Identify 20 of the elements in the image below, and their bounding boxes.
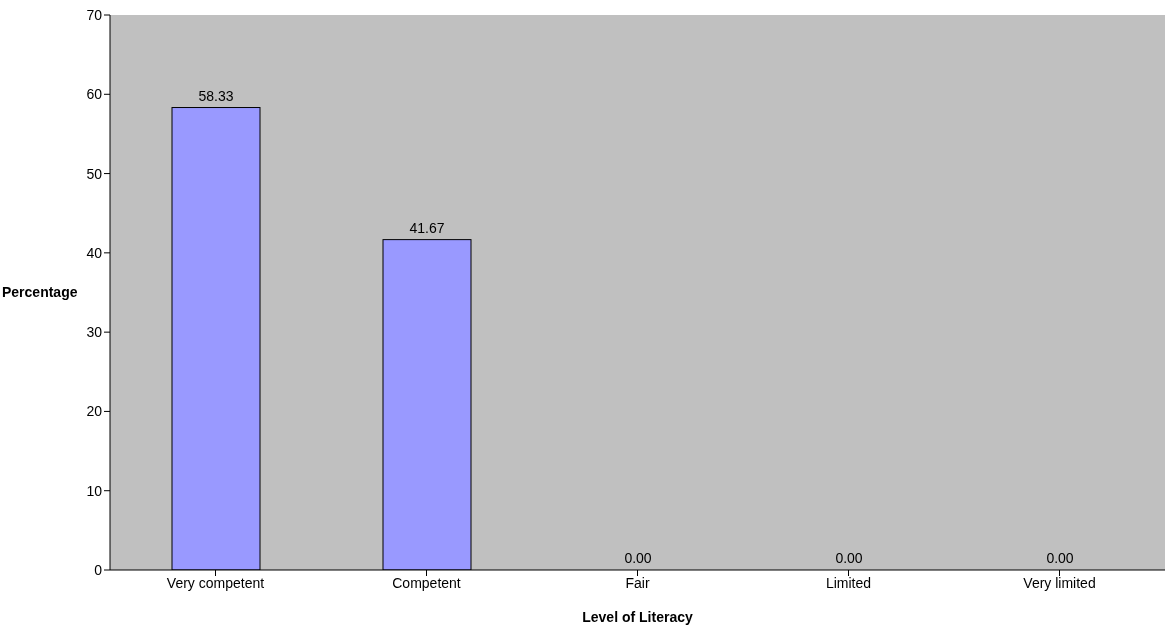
y-tick-label: 30 [86,324,103,341]
x-tick-label: Very competent [166,574,265,591]
y-tick-label: 70 [86,6,103,23]
x-tick-label: Limited [825,574,872,591]
y-tick-label: 50 [86,165,103,182]
y-tick-label: 60 [86,86,103,103]
x-axis-title: Level of Literacy [582,609,693,625]
data-label: 58.33 [198,87,234,104]
x-tick-label: Fair [625,574,650,591]
y-tick-label: 0 [94,561,103,578]
data-label: 0.00 [835,550,863,566]
x-tick-label: Competent [392,574,461,591]
data-label: 0.00 [624,550,652,566]
y-tick-label: 10 [86,482,103,499]
y-axis-title: Percentage [2,284,78,301]
x-tick-label: Very limited [1023,574,1096,591]
y-tick-label: 20 [86,403,103,420]
y-tick-label: 40 [86,244,103,261]
data-label: 41.67 [409,219,445,236]
data-label: 0.00 [1046,550,1074,566]
